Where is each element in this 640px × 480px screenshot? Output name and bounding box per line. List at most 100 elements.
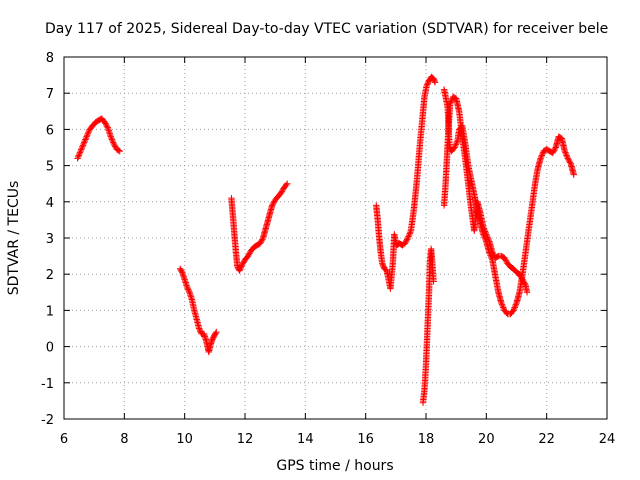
data-point [103, 121, 110, 129]
data-point [480, 223, 487, 231]
data-point [107, 131, 114, 139]
data-point [84, 131, 91, 139]
data-point [549, 149, 556, 157]
data-point [380, 262, 387, 270]
data-point [76, 150, 83, 158]
data-point [537, 155, 544, 162]
data-point [539, 150, 546, 158]
data-point [519, 276, 526, 283]
data-point [512, 302, 519, 310]
data-point [521, 280, 528, 287]
data-point [238, 261, 246, 269]
data-point [74, 153, 82, 161]
y-tick-label: 2 [46, 268, 54, 283]
data-point [446, 100, 454, 108]
data-point [501, 256, 509, 263]
data-point [489, 249, 496, 256]
data-point [483, 232, 491, 240]
data-point [451, 144, 458, 151]
data-point [195, 325, 203, 332]
data-point [563, 153, 571, 161]
data-point [83, 133, 90, 140]
data-point [482, 229, 489, 237]
data-point [430, 278, 437, 285]
data-point [245, 251, 252, 258]
data-point [563, 152, 570, 159]
data-point [82, 136, 89, 143]
data-point [517, 273, 525, 281]
data-point [77, 147, 84, 155]
data-point [258, 237, 265, 244]
data-point [185, 286, 192, 293]
data-point [516, 271, 523, 278]
data-point [212, 330, 219, 337]
data-point [237, 264, 244, 272]
data-point [85, 127, 93, 135]
x-tick-label: 24 [599, 432, 616, 447]
data-point [510, 307, 517, 314]
data-point [76, 149, 84, 156]
data-point [480, 225, 488, 232]
data-point [512, 301, 520, 308]
data-point [562, 150, 570, 158]
data-point [81, 139, 88, 146]
data-point [499, 302, 506, 310]
data-point [484, 235, 492, 242]
data-point [481, 226, 488, 234]
data-point [489, 250, 497, 258]
data-point [405, 231, 413, 239]
data-point [483, 231, 490, 238]
data-point [551, 145, 559, 153]
data-point [498, 301, 506, 308]
data-point [498, 299, 505, 307]
data-point [566, 157, 573, 165]
x-axis-title: GPS time / hours [276, 458, 393, 474]
data-point [178, 267, 185, 275]
data-point [115, 147, 123, 154]
grid [64, 57, 607, 419]
data-point [405, 233, 412, 240]
data-point [213, 328, 220, 336]
y-tick-label: 3 [46, 232, 54, 247]
data-point [501, 254, 508, 262]
x-tick-label: 6 [60, 432, 68, 447]
data-point [102, 120, 109, 127]
data-point [518, 275, 525, 282]
data-point [523, 289, 531, 296]
data-point [107, 133, 114, 140]
data-point [238, 263, 245, 270]
data-point [246, 250, 253, 257]
data-point [511, 304, 518, 311]
data-point [77, 146, 85, 153]
data-point [80, 140, 87, 148]
data-point [110, 140, 117, 148]
data-point [565, 156, 572, 163]
data-point [570, 171, 578, 178]
data-point [520, 279, 528, 286]
y-tick-label: 1 [46, 304, 54, 319]
x-tick-label: 10 [176, 432, 193, 447]
y-tick-label: 8 [46, 51, 54, 66]
data-point [111, 142, 118, 149]
data-point [259, 236, 266, 243]
data-point [452, 142, 459, 150]
data-point [116, 147, 124, 155]
data-point [109, 137, 116, 145]
data-point [484, 234, 491, 241]
data-point [104, 124, 111, 131]
data-point [510, 305, 518, 313]
data-point [240, 259, 247, 266]
data-point [108, 134, 115, 142]
data-point [448, 97, 455, 105]
data-point [403, 236, 411, 243]
data-point [185, 287, 193, 295]
data-point [485, 236, 492, 244]
data-point [105, 125, 112, 133]
data-point [562, 149, 569, 156]
data-point [79, 143, 86, 150]
data-point [431, 79, 439, 86]
chart-title: Day 117 of 2025, Sidereal Day-to-day VTE… [45, 21, 608, 37]
data-point [550, 148, 557, 155]
data-point [402, 238, 409, 246]
